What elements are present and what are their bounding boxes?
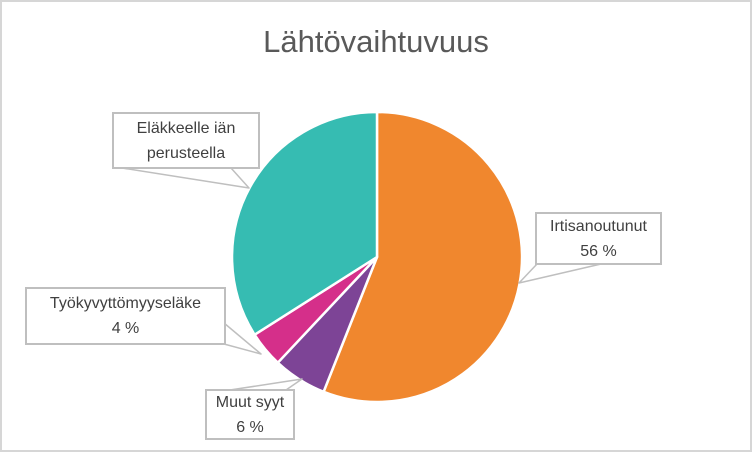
pie-slice-irtisanoutunut[interactable] [322, 110, 524, 404]
data-label-elakkeelle[interactable]: Eläkkeelle iän perusteella [112, 112, 260, 169]
callout-tail-irtisanoutunut [518, 263, 602, 284]
data-label-muut-syyt[interactable]: Muut syyt 6 % [205, 389, 295, 440]
pie-slice-elakkeelle[interactable] [230, 110, 379, 336]
callout-tail-elakkeelle [121, 167, 250, 189]
data-label-irtisanoutunut[interactable]: Irtisanoutunut 56 % [535, 212, 662, 265]
data-label-tyokyvyttomyyselake[interactable]: Työkyvyttömyyseläke 4 % [25, 287, 226, 345]
chart-title[interactable]: Lähtövaihtuvuus [263, 24, 489, 59]
